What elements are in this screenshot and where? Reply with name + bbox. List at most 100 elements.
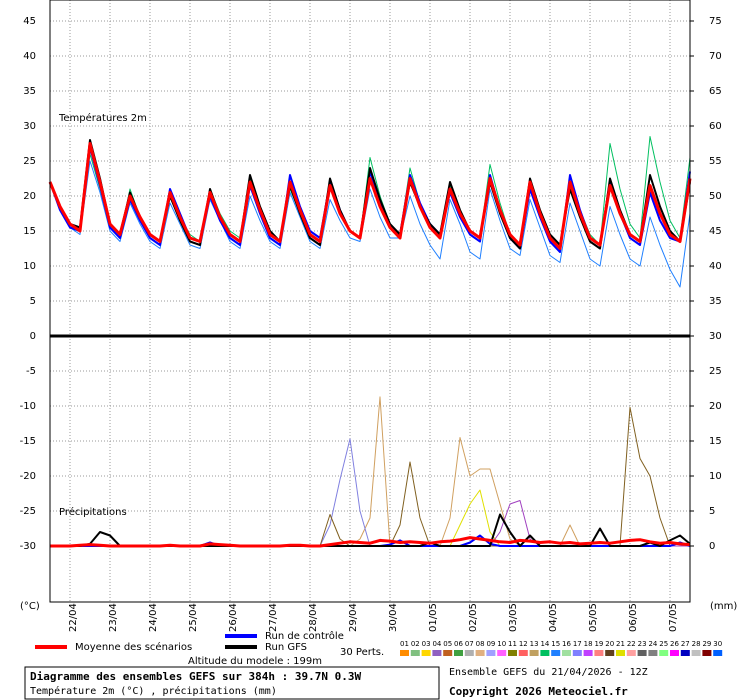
y2-tick-label: 35 bbox=[709, 296, 722, 307]
y2-tick-label: 20 bbox=[709, 401, 722, 412]
perturbation-swatch bbox=[680, 650, 690, 656]
plot-lines bbox=[48, 136, 692, 548]
y2-tick-label: 40 bbox=[709, 261, 722, 272]
x-tick-label: 29/04 bbox=[348, 603, 359, 632]
y2-tick-label: 60 bbox=[709, 121, 722, 132]
perturbation-swatch bbox=[421, 650, 431, 656]
y-tick-label: -25 bbox=[20, 506, 36, 517]
y-tick-label: 45 bbox=[23, 16, 36, 27]
perturbation-label: 03 bbox=[422, 640, 431, 648]
perturbation-label: 12 bbox=[519, 640, 528, 648]
y-tick-label: -20 bbox=[20, 471, 36, 482]
perturbation-swatch bbox=[551, 650, 561, 656]
x-tick-label: 30/04 bbox=[388, 603, 399, 632]
perturbation-swatch bbox=[518, 650, 528, 656]
x-tick-label: 27/04 bbox=[268, 603, 279, 632]
perturbation-label: 28 bbox=[692, 640, 701, 648]
perturbation-swatch bbox=[400, 650, 409, 656]
y2-tick-label: 5 bbox=[709, 506, 715, 517]
perturbation-label: 19 bbox=[594, 640, 603, 648]
perturbation-label: 04 bbox=[432, 640, 441, 648]
series-line bbox=[49, 160, 691, 288]
perturbation-swatch bbox=[648, 650, 658, 656]
perturbation-label: 29 bbox=[702, 640, 711, 648]
perturbation-label: 30 bbox=[713, 640, 722, 648]
perturbation-swatch bbox=[410, 650, 420, 656]
perturbation-label: 25 bbox=[659, 640, 668, 648]
y-unit: (°C) bbox=[20, 601, 40, 612]
legend-label: Run de contrôle bbox=[265, 630, 344, 642]
y2-tick-label: 65 bbox=[709, 86, 722, 97]
y-tick-label: 0 bbox=[30, 331, 36, 342]
perturbation-swatch bbox=[562, 650, 571, 656]
y2-unit: (mm) bbox=[710, 601, 737, 612]
footer-box bbox=[24, 666, 440, 700]
perturbation-swatch bbox=[659, 650, 669, 656]
y-tick-label: -15 bbox=[20, 436, 36, 447]
x-tick-label: 28/04 bbox=[308, 603, 319, 632]
panel-label: Précipitations bbox=[59, 506, 127, 518]
perturbation-label: 05 bbox=[443, 640, 452, 648]
y2-tick-label: 70 bbox=[709, 51, 722, 62]
y2-tick-label: 50 bbox=[709, 191, 722, 202]
perturbation-label: 26 bbox=[670, 640, 679, 648]
y2-tick-label: 15 bbox=[709, 436, 722, 447]
legend-label: Run GFS bbox=[265, 642, 307, 653]
perturbation-label: 16 bbox=[562, 640, 571, 648]
x-tick-label: 02/05 bbox=[468, 603, 479, 632]
x-tick-label: 26/04 bbox=[228, 603, 239, 632]
y-tick-label: 20 bbox=[23, 191, 36, 202]
y2-tick-label: 55 bbox=[709, 156, 722, 167]
perturbation-swatch bbox=[594, 650, 604, 656]
x-tick-label: 01/05 bbox=[428, 603, 439, 632]
y-tick-label: 35 bbox=[23, 86, 36, 97]
perturbation-swatch bbox=[605, 650, 615, 656]
perturbation-swatch bbox=[497, 650, 507, 656]
perturbation-label: 15 bbox=[551, 640, 560, 648]
perturbation-swatch bbox=[443, 650, 453, 656]
x-tick-label: 23/04 bbox=[108, 603, 119, 632]
perturbation-label: 14 bbox=[540, 640, 549, 648]
series-line bbox=[50, 536, 691, 548]
x-tick-label: 07/05 bbox=[668, 603, 679, 632]
perturbation-label: 11 bbox=[508, 640, 517, 648]
legend: Moyenne des scénarios Run de contrôleRun … bbox=[35, 630, 723, 656]
perturbation-label: 02 bbox=[411, 640, 420, 648]
perturbation-label: 27 bbox=[681, 640, 690, 648]
perturbation-swatch bbox=[713, 650, 723, 656]
perturbation-swatch bbox=[670, 650, 679, 656]
footer-subtitle: Température 2m (°C) , précipitations (mm… bbox=[30, 685, 277, 697]
perturbations-label: 30 Perts. bbox=[340, 647, 384, 658]
y2-tick-label: 30 bbox=[709, 331, 722, 342]
perturbation-swatch bbox=[702, 650, 712, 656]
perturbation-label: 21 bbox=[616, 640, 625, 648]
perturbation-label: 24 bbox=[648, 640, 657, 648]
y2-tick-label: 75 bbox=[709, 16, 722, 27]
y-tick-label: 10 bbox=[23, 261, 36, 272]
perturbation-swatch bbox=[432, 650, 442, 656]
perturbation-label: 23 bbox=[638, 640, 647, 648]
panel-label: Températures 2m bbox=[58, 112, 147, 124]
perturbation-label: 09 bbox=[486, 640, 495, 648]
series-line bbox=[48, 142, 692, 250]
x-tick-label: 04/05 bbox=[548, 603, 559, 632]
perturbation-label: 01 bbox=[400, 640, 409, 648]
x-tick-label: 25/04 bbox=[188, 603, 199, 632]
run-info: Ensemble GEFS du 21/04/2026 - 12Z bbox=[449, 667, 648, 678]
perturbation-label: 10 bbox=[497, 640, 506, 648]
x-tick-label: 03/05 bbox=[508, 603, 519, 632]
y-tick-label: -30 bbox=[20, 541, 36, 552]
altitude: Altitude du modele : 199m bbox=[188, 656, 322, 667]
perturbation-label: 06 bbox=[454, 640, 463, 648]
perturbation-label: 20 bbox=[605, 640, 614, 648]
perturbation-swatch bbox=[475, 650, 485, 656]
x-tick-label: 22/04 bbox=[68, 603, 79, 632]
perturbation-label: 22 bbox=[627, 640, 636, 648]
footer-title: Diagramme des ensembles GEFS sur 384h : … bbox=[30, 670, 362, 683]
perturbation-swatch bbox=[583, 650, 593, 656]
perturbation-swatch bbox=[529, 650, 539, 656]
perturbation-swatch bbox=[508, 650, 517, 656]
perturbation-swatch bbox=[454, 650, 463, 656]
